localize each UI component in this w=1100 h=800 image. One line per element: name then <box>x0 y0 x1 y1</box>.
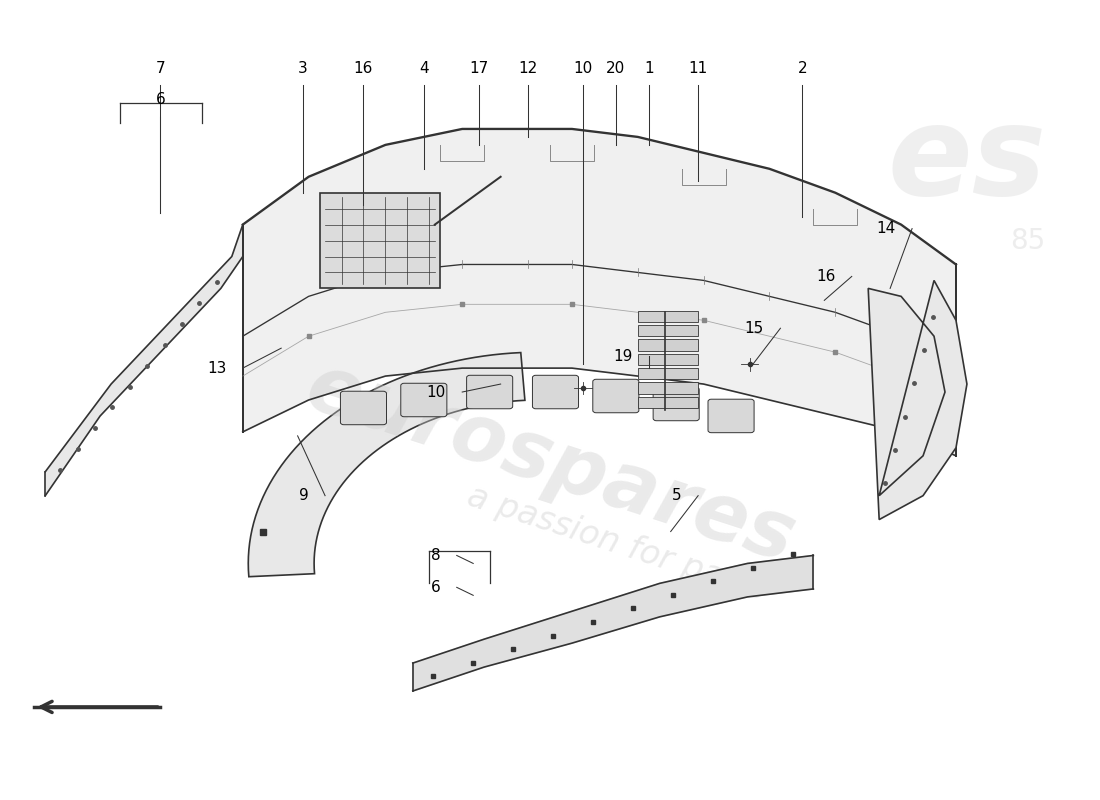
FancyBboxPatch shape <box>400 383 447 417</box>
Bar <box>638 368 698 379</box>
Text: 10: 10 <box>573 61 593 75</box>
Text: 85: 85 <box>1010 226 1045 254</box>
Polygon shape <box>249 353 525 577</box>
Text: 12: 12 <box>518 61 538 75</box>
Text: 11: 11 <box>689 61 707 75</box>
FancyBboxPatch shape <box>466 375 513 409</box>
Bar <box>638 354 698 365</box>
FancyBboxPatch shape <box>653 387 700 421</box>
Text: 17: 17 <box>469 61 488 75</box>
Polygon shape <box>412 555 813 691</box>
Text: 6: 6 <box>430 580 440 595</box>
Polygon shape <box>868 281 967 519</box>
Bar <box>638 382 698 394</box>
Text: a passion for parts: a passion for parts <box>463 480 769 607</box>
Bar <box>638 397 698 408</box>
Text: 10: 10 <box>427 385 446 399</box>
Polygon shape <box>45 225 243 496</box>
Bar <box>638 339 698 350</box>
Text: 4: 4 <box>419 61 429 75</box>
Text: 19: 19 <box>613 349 632 364</box>
Text: 16: 16 <box>816 269 835 284</box>
FancyBboxPatch shape <box>593 379 639 413</box>
Text: 1: 1 <box>644 61 653 75</box>
Text: 3: 3 <box>298 61 308 75</box>
FancyBboxPatch shape <box>340 391 386 425</box>
Text: 14: 14 <box>877 221 895 236</box>
Text: 7: 7 <box>156 61 165 75</box>
Text: eurospares: eurospares <box>296 348 804 579</box>
Text: 15: 15 <box>745 321 764 336</box>
Text: 2: 2 <box>798 61 807 75</box>
Text: 8: 8 <box>431 548 440 563</box>
Text: 20: 20 <box>606 61 626 75</box>
Text: es: es <box>888 100 1046 222</box>
FancyBboxPatch shape <box>532 375 579 409</box>
Polygon shape <box>243 129 956 456</box>
Text: 6: 6 <box>155 93 165 107</box>
Text: 13: 13 <box>207 361 227 376</box>
Polygon shape <box>320 193 440 288</box>
FancyBboxPatch shape <box>708 399 755 433</box>
Bar <box>638 310 698 322</box>
Text: 5: 5 <box>672 488 682 503</box>
Text: 16: 16 <box>354 61 373 75</box>
Text: 9: 9 <box>299 488 309 503</box>
Bar <box>638 325 698 336</box>
